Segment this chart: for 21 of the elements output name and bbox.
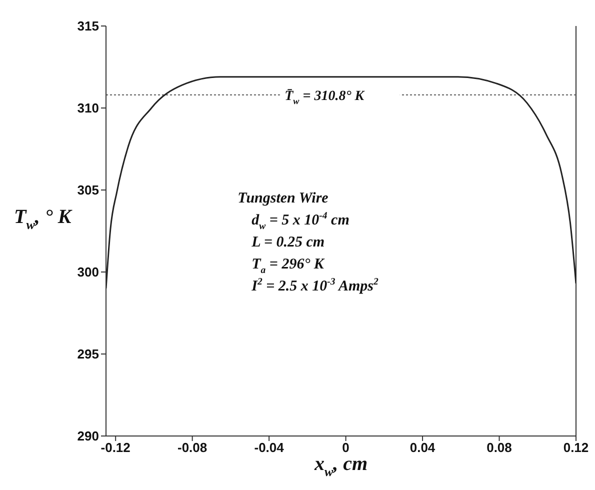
annotation: d$_{w}$ = 5 x 10$^{-4}$ cm [252, 210, 350, 232]
x-tick-label: 0 [342, 440, 350, 456]
y-tick-label: 300 [77, 264, 99, 280]
x-tick-label: 0.04 [410, 440, 436, 456]
y-tick-label: 310 [77, 100, 99, 116]
x-tick-label: 0.12 [563, 440, 589, 456]
annotation: L = 0.25 cm [250, 234, 325, 250]
annotation: T$_{a}$ = 296° K [252, 256, 325, 276]
y-axis-title: T$_{w}$, ° K [14, 206, 73, 232]
y-tick-label: 290 [77, 428, 99, 444]
y-tick-label: 305 [77, 182, 99, 198]
x-tick-label: -0.08 [178, 440, 208, 456]
x-tick-label: -0.04 [254, 440, 285, 456]
y-tick-label: 315 [77, 18, 99, 34]
x-tick-label: 0.08 [486, 440, 512, 456]
x-tick-label: -0.12 [100, 440, 130, 456]
x-axis-title: x$_{w}$, cm [313, 453, 368, 479]
annotation: I$^{2}$ = 2.5 x 10$^{-3}$ Amps$^{2}$ [250, 276, 378, 294]
annotation: Tungsten Wire [238, 190, 329, 206]
ref-line-label: T̄$_{w}$ = 310.8° K [284, 88, 366, 106]
y-tick-label: 295 [77, 346, 99, 362]
